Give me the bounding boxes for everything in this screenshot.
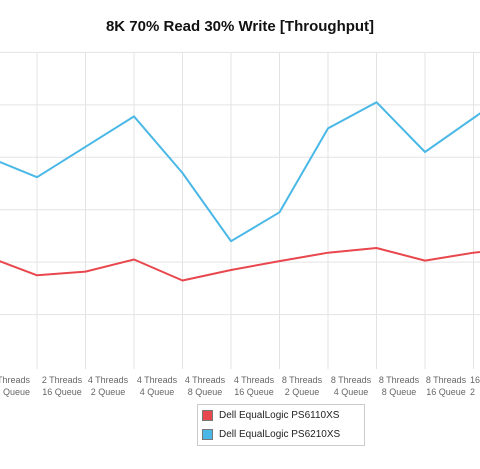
x-tick-label: 4 Threads xyxy=(234,375,275,385)
legend-swatch-blue xyxy=(202,428,213,440)
x-tick-label: 2 Queue xyxy=(91,387,126,397)
series-line-ps6210xs xyxy=(0,101,480,243)
legend: Dell EqualLogic PS6110XS Dell EqualLogic… xyxy=(197,404,365,446)
x-tick-label: 2 xyxy=(470,387,475,397)
x-tick-label: 4 Threads xyxy=(88,375,129,385)
legend-label: Dell EqualLogic PS6210XS xyxy=(219,428,341,440)
x-tick-label: 8 Queue xyxy=(188,387,223,397)
x-tick-label: 8 Threads xyxy=(282,375,323,385)
x-tick-label: 8 Queue xyxy=(382,387,417,397)
legend-swatch-red xyxy=(202,409,213,421)
x-tick-label: 16 xyxy=(470,375,480,385)
legend-item-ps6210xs: Dell EqualLogic PS6210XS xyxy=(202,425,360,443)
legend-label: Dell EqualLogic PS6110XS xyxy=(219,409,340,421)
x-tick-label: Queue xyxy=(3,387,30,397)
series-lines xyxy=(0,101,480,282)
gridlines xyxy=(0,51,480,369)
x-tick-label: Threads xyxy=(0,375,30,385)
x-tick-label: 16 Queue xyxy=(42,387,82,397)
x-tick-label: 4 Queue xyxy=(140,387,175,397)
x-tick-label: 8 Threads xyxy=(331,375,372,385)
x-tick-label: 4 Threads xyxy=(185,375,226,385)
series-line-ps6110xs xyxy=(0,247,480,282)
x-tick-label: 8 Threads xyxy=(379,375,420,385)
chart-title: 8K 70% Read 30% Write [Throughput] xyxy=(105,18,375,35)
x-tick-label: 8 Threads xyxy=(426,375,467,385)
x-tick-label: 4 Queue xyxy=(334,387,369,397)
legend-item-ps6110xs: Dell EqualLogic PS6110XS xyxy=(202,406,360,424)
x-axis-tick-labels: Threads Queue 2 Threads 16 Queue 4 Threads 2 … xyxy=(0,375,480,397)
x-tick-label: 2 Queue xyxy=(285,387,320,397)
x-tick-label: 16 Queue xyxy=(234,387,274,397)
x-tick-label: 16 Queue xyxy=(426,387,466,397)
x-tick-label: 2 Threads xyxy=(42,375,83,385)
x-tick-label: 4 Threads xyxy=(137,375,178,385)
